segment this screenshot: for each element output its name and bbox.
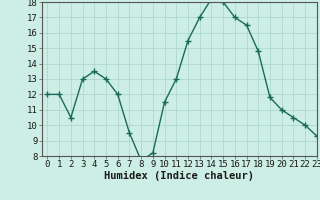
X-axis label: Humidex (Indice chaleur): Humidex (Indice chaleur)	[104, 171, 254, 181]
